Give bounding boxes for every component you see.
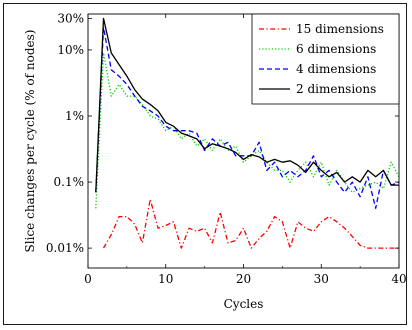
- x-tick-label: 0: [84, 272, 92, 286]
- x-tick-label: 40: [391, 272, 406, 286]
- x-axis-title: Cycles: [224, 297, 264, 311]
- legend: 15 dimensions 6 dimensions 4 dimensions 2 d…: [251, 13, 400, 105]
- legend-label: 4 dimensions: [296, 62, 376, 76]
- x-tick-label: 20: [236, 272, 251, 286]
- line-chart: 0 10 20 30 40 0.01% 0.1% 1% 10% 30% Cycles Slice ch…: [23, 11, 407, 311]
- series-line-2-dimensions: [95, 17, 399, 193]
- series-line-6-dimensions: [95, 52, 400, 209]
- y-tick-label: 1%: [65, 109, 84, 123]
- legend-label: 15 dimensions: [296, 22, 384, 36]
- y-tick-label: 0.1%: [54, 175, 85, 189]
- series-line-15-dimensions: [102, 198, 399, 249]
- x-tick-label: 30: [314, 272, 329, 286]
- y-axis-title: Slice changes per cycle (% of nodes): [23, 30, 37, 253]
- legend-label: 6 dimensions: [296, 42, 376, 56]
- y-tick-label: 30%: [57, 11, 84, 25]
- x-tick-label: 10: [158, 272, 173, 286]
- figure-frame: 0 10 20 30 40 0.01% 0.1% 1% 10% 30% Cycles Slice ch…: [3, 3, 407, 325]
- series-line-4-dimensions: [95, 26, 400, 209]
- legend-label: 2 dimensions: [296, 82, 376, 96]
- y-tick-label: 0.01%: [46, 241, 84, 255]
- y-tick-label: 10%: [57, 43, 84, 57]
